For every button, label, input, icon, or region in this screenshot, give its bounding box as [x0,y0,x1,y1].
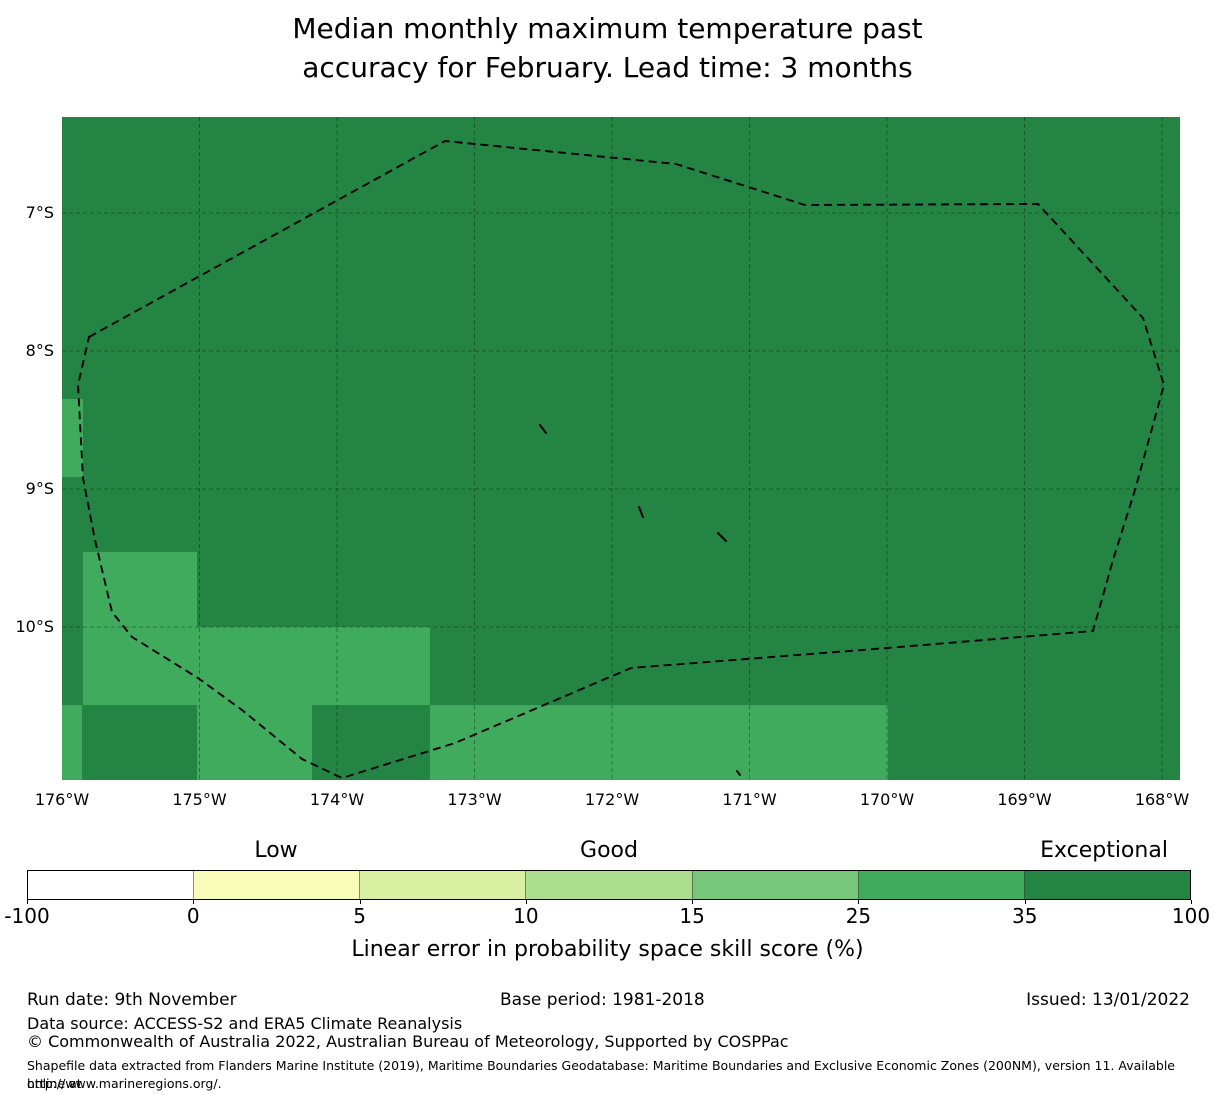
colorbar-category-label: Good [580,838,638,863]
skill-patch [83,552,197,627]
colorbar-tick-label: 25 [845,904,872,928]
skill-patch [62,399,83,477]
footer-data-source: Data source: ACCESS-S2 and ERA5 Climate … [27,1014,463,1033]
island-mark [638,506,644,518]
colorbar-tick-label: 15 [679,904,705,928]
figure-title-line-2: accuracy for February. Lead time: 3 mont… [302,51,913,84]
colorbar-tick-mark [1024,900,1026,904]
colorbar-tick-mark [525,900,527,904]
colorbar-tick-mark [27,900,28,904]
skill-patch [430,705,888,780]
colorbar-segment [691,871,858,899]
figure-title-line-1: Median monthly maximum temperature past [292,12,923,45]
lon-tick-label: 174°W [309,790,365,809]
colorbar-category-label: Exceptional [1040,838,1168,863]
island-mark [717,532,727,542]
footer-shapefile-line2: http://www.marineregions.org/. [27,1076,222,1091]
lon-tick-label: 168°W [1134,790,1190,809]
colorbar-axis-label: Linear error in probability space skill … [351,937,864,962]
footer-base-period: Base period: 1981-2018 [500,990,705,1010]
footer-run-date: Run date: 9th November [27,990,237,1010]
skill-patch [83,627,430,705]
colorbar [27,870,1191,900]
lon-tick-label: 169°W [997,790,1052,809]
lon-tick-label: 176°W [34,790,90,809]
colorbar-tick-label: 0 [186,904,200,928]
skill-patch [197,705,312,780]
colorbar-tick-mark [193,900,195,904]
island-mark [736,770,741,776]
colorbar-tick-label: 10 [513,904,539,928]
footer-issued: Issued: 13/01/2022 [1026,990,1190,1010]
lat-tick-label: 7°S [25,203,54,222]
colorbar-tick-label: 35 [1011,904,1038,928]
colorbar-segment [525,871,692,899]
footer-shapefile-line1: Shapefile data extracted from Flanders M… [27,1058,1175,1091]
lon-tick-label: 172°W [584,790,640,809]
eez-boundary [77,140,1165,779]
colorbar-tick-mark [692,900,694,904]
lon-tick-label: 173°W [447,790,502,809]
colorbar-segment [359,871,526,899]
lon-tick-label: 171°W [722,790,777,809]
colorbar-segment [1023,871,1190,899]
lon-tick-label: 170°W [859,790,915,809]
skill-patch [62,705,82,780]
colorbar-tick-mark [1191,900,1192,904]
colorbar-segment [857,871,1024,899]
colorbar-tick-mark [858,900,860,904]
island-mark [539,424,547,434]
colorbar-category-label: Low [254,838,298,863]
colorbar-tick-mark [359,900,361,904]
lon-tick-label: 175°W [172,790,227,809]
colorbar-tick-label: -100 [4,904,50,928]
lat-tick-label: 9°S [25,479,54,498]
colorbar-segment [193,871,360,899]
lat-tick-label: 10°S [15,617,54,636]
map-plot [62,117,1180,780]
lat-tick-label: 8°S [25,341,54,360]
footer-copyright: © Commonwealth of Australia 2022, Austra… [27,1032,789,1051]
colorbar-segment [28,871,194,899]
colorbar-tick-label: 100 [1171,904,1211,928]
colorbar-tick-label: 5 [353,904,366,928]
